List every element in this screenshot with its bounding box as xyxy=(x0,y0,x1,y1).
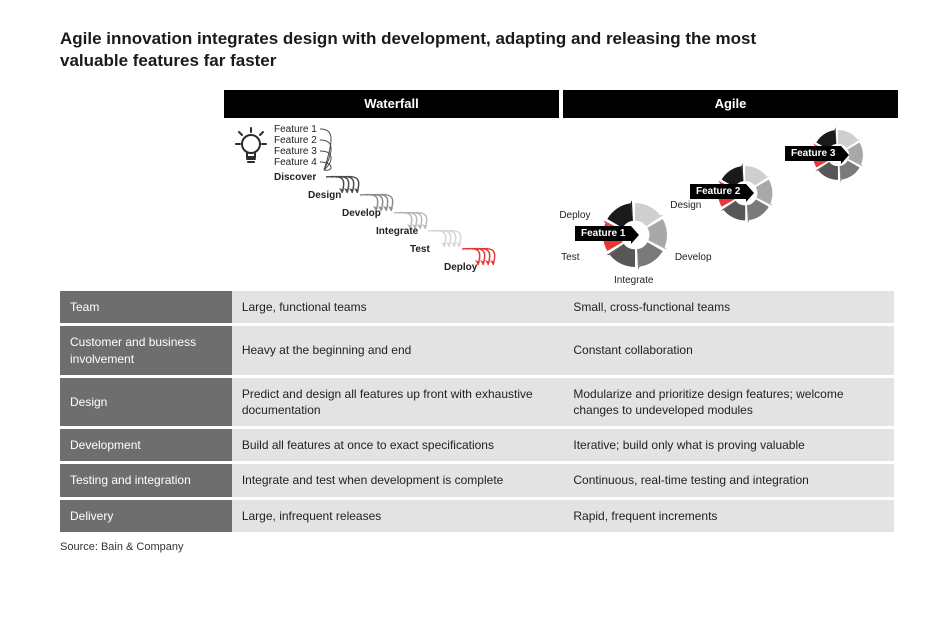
row-label: Team xyxy=(60,291,232,323)
waterfall-cell: Build all features at once to exact spec… xyxy=(232,429,564,461)
waterfall-phase-label: Discover xyxy=(274,172,316,183)
source-attribution: Source: Bain & Company xyxy=(60,541,890,553)
waterfall-phase-label: Integrate xyxy=(376,226,418,237)
agile-header: Agile xyxy=(563,90,898,118)
headline: Agile innovation integrates design with … xyxy=(60,28,820,72)
agile-diagram: Feature 1DesignDevelopIntegrateTestDeplo… xyxy=(563,118,898,288)
diagram-row: Feature 1Feature 2Feature 3Feature 4Disc… xyxy=(60,118,890,288)
header-spacer xyxy=(60,90,220,118)
diagram-spacer xyxy=(60,118,220,288)
agile-feature-tag: Feature 2 xyxy=(690,184,746,199)
waterfall-cell: Large, infrequent releases xyxy=(232,500,564,532)
agile-phase-label: Deploy xyxy=(559,210,590,221)
table-row: DevelopmentBuild all features at once to… xyxy=(60,429,894,461)
waterfall-feature-label: Feature 2 xyxy=(274,135,317,146)
row-label: Delivery xyxy=(60,500,232,532)
agile-wheels xyxy=(563,118,898,288)
agile-cell: Iterative; build only what is proving va… xyxy=(563,429,894,461)
agile-phase-label: Test xyxy=(561,252,579,263)
waterfall-feature-label: Feature 4 xyxy=(274,157,317,168)
waterfall-cell: Large, functional teams xyxy=(232,291,564,323)
row-label: Testing and integration xyxy=(60,464,232,496)
page: Agile innovation integrates design with … xyxy=(0,0,950,625)
waterfall-phase-label: Test xyxy=(410,244,430,255)
agile-phase-label: Develop xyxy=(675,252,712,263)
table-row: DesignPredict and design all features up… xyxy=(60,378,894,426)
waterfall-phase-label: Deploy xyxy=(444,262,477,273)
waterfall-feature-label: Feature 1 xyxy=(274,124,317,135)
agile-cell: Modularize and prioritize design feature… xyxy=(563,378,894,426)
agile-cell: Small, cross-functional teams xyxy=(563,291,894,323)
comparison-table: TeamLarge, functional teamsSmall, cross-… xyxy=(60,288,894,535)
row-label: Development xyxy=(60,429,232,461)
waterfall-cell: Heavy at the beginning and end xyxy=(232,326,564,374)
column-headers: Waterfall Agile xyxy=(60,90,890,118)
waterfall-phase-label: Design xyxy=(308,190,341,201)
agile-cell: Constant collaboration xyxy=(563,326,894,374)
table-row: Testing and integrationIntegrate and tes… xyxy=(60,464,894,496)
agile-cell: Continuous, real-time testing and integr… xyxy=(563,464,894,496)
table-row: DeliveryLarge, infrequent releasesRapid,… xyxy=(60,500,894,532)
agile-phase-label: Design xyxy=(670,200,701,211)
row-label: Design xyxy=(60,378,232,426)
table-row: TeamLarge, functional teamsSmall, cross-… xyxy=(60,291,894,323)
agile-feature-tag: Feature 3 xyxy=(785,146,841,161)
waterfall-header: Waterfall xyxy=(224,90,559,118)
waterfall-diagram: Feature 1Feature 2Feature 3Feature 4 Disc… xyxy=(224,118,559,288)
waterfall-feature-label: Feature 3 xyxy=(274,146,317,157)
waterfall-phase-label: Develop xyxy=(342,208,381,219)
agile-cell: Rapid, frequent increments xyxy=(563,500,894,532)
agile-phase-label: Integrate xyxy=(614,275,653,286)
waterfall-cell: Predict and design all features up front… xyxy=(232,378,564,426)
agile-feature-tag: Feature 1 xyxy=(575,226,631,241)
table-row: Customer and business involvementHeavy a… xyxy=(60,326,894,374)
waterfall-cell: Integrate and test when development is c… xyxy=(232,464,564,496)
row-label: Customer and business involvement xyxy=(60,326,232,374)
